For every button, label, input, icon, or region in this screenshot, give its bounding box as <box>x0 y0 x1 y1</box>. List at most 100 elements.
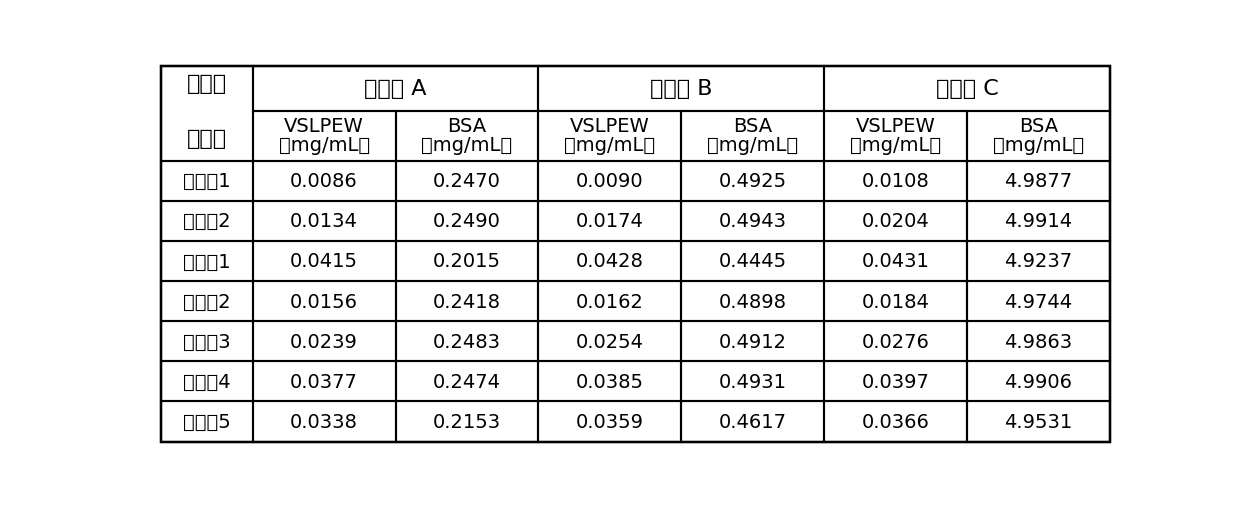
Text: 0.0204: 0.0204 <box>862 212 930 231</box>
Text: 0.0385: 0.0385 <box>575 372 644 391</box>
Text: 0.0359: 0.0359 <box>575 412 644 431</box>
Bar <box>967 281 1110 322</box>
Text: 0.4912: 0.4912 <box>719 332 786 351</box>
Text: 4.9237: 4.9237 <box>1004 252 1073 271</box>
Text: 4.9744: 4.9744 <box>1004 292 1073 311</box>
Text: 0.0338: 0.0338 <box>290 412 358 431</box>
Bar <box>825 281 967 322</box>
Bar <box>825 67 1110 111</box>
Text: 0.2418: 0.2418 <box>433 292 501 311</box>
Text: （mg/mL）: （mg/mL） <box>849 136 941 155</box>
Text: 0.2015: 0.2015 <box>433 252 501 271</box>
Bar <box>681 161 825 201</box>
Bar <box>161 67 253 161</box>
Text: （mg/mL）: （mg/mL） <box>279 136 370 155</box>
Bar <box>825 401 967 442</box>
Text: 0.2474: 0.2474 <box>433 372 501 391</box>
Text: 对比例3: 对比例3 <box>184 332 231 351</box>
Text: 0.0184: 0.0184 <box>862 292 930 311</box>
Bar <box>396 241 538 281</box>
Bar <box>538 241 681 281</box>
Text: 4.9531: 4.9531 <box>1004 412 1073 431</box>
Text: 0.0366: 0.0366 <box>862 412 930 431</box>
Bar <box>161 161 253 201</box>
Text: （mg/mL）: （mg/mL） <box>707 136 799 155</box>
Text: 0.4931: 0.4931 <box>719 372 786 391</box>
Text: 实施例1: 实施例1 <box>184 172 231 191</box>
Text: 对比例5: 对比例5 <box>184 412 231 431</box>
Bar <box>396 322 538 362</box>
Text: 0.0086: 0.0086 <box>290 172 358 191</box>
Text: 0.0415: 0.0415 <box>290 252 358 271</box>
Bar <box>538 111 681 161</box>
Bar <box>161 281 253 322</box>
Text: 0.4617: 0.4617 <box>719 412 786 431</box>
Text: 4.9914: 4.9914 <box>1004 212 1073 231</box>
Bar <box>538 67 825 111</box>
Bar <box>967 201 1110 241</box>
Text: 0.2153: 0.2153 <box>433 412 501 431</box>
Text: （mg/mL）: （mg/mL） <box>422 136 512 155</box>
Bar <box>825 322 967 362</box>
Text: 0.0254: 0.0254 <box>575 332 644 351</box>
Bar <box>161 241 253 281</box>
Text: 0.4445: 0.4445 <box>719 252 786 271</box>
Text: 0.4943: 0.4943 <box>719 212 786 231</box>
Bar <box>538 281 681 322</box>
Text: 0.4925: 0.4925 <box>719 172 786 191</box>
Bar <box>253 111 396 161</box>
Text: 4.9877: 4.9877 <box>1004 172 1073 191</box>
Bar <box>396 362 538 401</box>
Text: 对比例4: 对比例4 <box>184 372 231 391</box>
Text: 混合液 C: 混合液 C <box>935 79 998 99</box>
Bar <box>967 241 1110 281</box>
Text: 0.4898: 0.4898 <box>719 292 786 311</box>
Bar <box>161 362 253 401</box>
Text: 0.0108: 0.0108 <box>862 172 930 191</box>
Text: 0.0174: 0.0174 <box>575 212 644 231</box>
Text: 0.0156: 0.0156 <box>290 292 358 311</box>
Text: 0.0276: 0.0276 <box>862 332 930 351</box>
Bar <box>396 201 538 241</box>
Bar <box>967 322 1110 362</box>
Text: 0.2490: 0.2490 <box>433 212 501 231</box>
Text: VSLPEW: VSLPEW <box>284 117 365 136</box>
Bar <box>681 201 825 241</box>
Bar <box>253 281 396 322</box>
Bar <box>161 401 253 442</box>
Bar <box>396 401 538 442</box>
Bar <box>396 281 538 322</box>
Bar <box>538 161 681 201</box>
Bar <box>538 362 681 401</box>
Bar <box>253 67 538 111</box>
Bar <box>538 201 681 241</box>
Text: 0.0397: 0.0397 <box>862 372 930 391</box>
Bar <box>253 241 396 281</box>
Bar <box>253 201 396 241</box>
Text: VSLPEW: VSLPEW <box>856 117 935 136</box>
Bar <box>253 161 396 201</box>
Text: VSLPEW: VSLPEW <box>570 117 650 136</box>
Bar <box>681 111 825 161</box>
Text: 0.0239: 0.0239 <box>290 332 358 351</box>
Bar <box>825 241 967 281</box>
Bar <box>681 241 825 281</box>
Text: BSA: BSA <box>448 117 486 136</box>
Text: 混合液 A: 混合液 A <box>365 79 427 99</box>
Bar <box>825 362 967 401</box>
Bar <box>825 111 967 161</box>
Text: BSA: BSA <box>733 117 773 136</box>
Text: 析介质: 析介质 <box>187 129 227 149</box>
Bar <box>681 401 825 442</box>
Text: 4.9906: 4.9906 <box>1004 372 1073 391</box>
Text: 0.2470: 0.2470 <box>433 172 501 191</box>
Text: 亲和层: 亲和层 <box>187 74 227 93</box>
Text: 0.0090: 0.0090 <box>577 172 644 191</box>
Text: 对比例1: 对比例1 <box>184 252 231 271</box>
Text: 0.0162: 0.0162 <box>575 292 644 311</box>
Text: BSA: BSA <box>1019 117 1058 136</box>
Bar <box>253 322 396 362</box>
Text: 对比例2: 对比例2 <box>184 292 231 311</box>
Bar <box>825 201 967 241</box>
Bar <box>253 401 396 442</box>
